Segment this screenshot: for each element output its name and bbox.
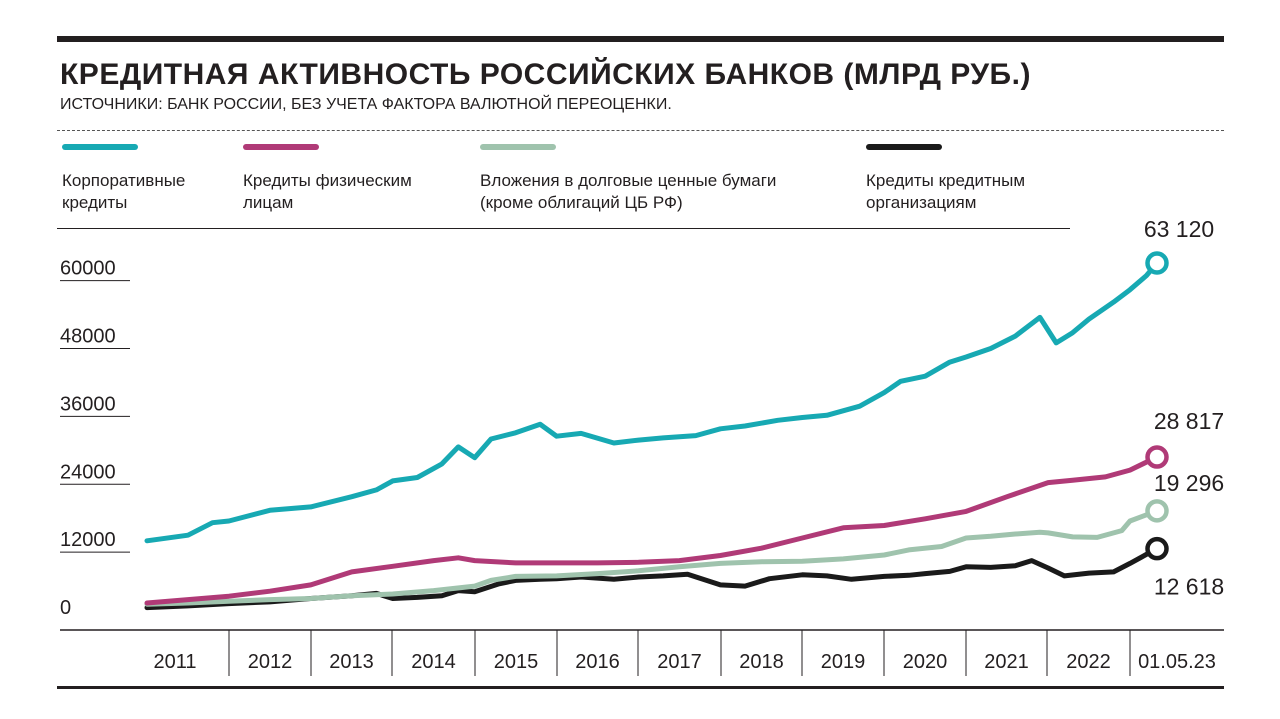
x-tick-label: 2022 <box>1066 651 1111 673</box>
chart-title: КРЕДИТНАЯ АКТИВНОСТЬ РОССИЙСКИХ БАНКОВ (… <box>60 58 1031 91</box>
legend-item-interbank: Кредиты кредитным организациям <box>866 144 1025 214</box>
x-tick-label: 2019 <box>821 651 866 673</box>
series-end-label: 63 120 <box>1144 216 1214 242</box>
x-tick-label: 2018 <box>739 651 784 673</box>
legend-swatch-individuals <box>243 144 319 150</box>
header-divider <box>57 130 1224 131</box>
legend-label-individuals: Кредиты физическим лицам <box>243 171 412 212</box>
legend-rule <box>57 228 1070 229</box>
legend-item-securities: Вложения в долговые ценные бумаги (кроме… <box>480 144 776 214</box>
x-tick-label: 2017 <box>657 651 702 673</box>
series-end-marker <box>1145 536 1169 561</box>
legend-item-corporate: Корпоративные кредиты <box>62 144 185 214</box>
x-tick-label: 2020 <box>903 651 948 673</box>
legend-label-securities: Вложения в долговые ценные бумаги (кроме… <box>480 171 777 212</box>
bottom-rule <box>57 686 1224 689</box>
series-end-marker <box>1145 499 1169 523</box>
chart-subtitle: ИСТОЧНИКИ: БАНК РОССИИ, БЕЗ УЧЕТА ФАКТОР… <box>60 96 672 113</box>
x-tick-label: 2014 <box>411 651 456 673</box>
x-tick-label: 2016 <box>575 651 620 673</box>
series-end-label: 19 296 <box>1154 470 1224 496</box>
y-tick-label: 48000 <box>60 326 116 348</box>
legend-swatch-securities <box>480 144 556 150</box>
legend-label-corporate: Корпоративные кредиты <box>62 171 186 212</box>
y-tick-label: 0 <box>60 597 71 619</box>
series-end-label: 28 817 <box>1154 408 1224 434</box>
x-tick-label: 2011 <box>153 651 196 673</box>
x-tick-label: 2021 <box>984 651 1029 673</box>
x-tick-label: 2013 <box>329 651 374 673</box>
series-end-marker <box>1145 251 1169 275</box>
y-tick-label: 36000 <box>60 393 116 415</box>
legend-swatch-interbank <box>866 144 942 150</box>
legend-item-individuals: Кредиты физическим лицам <box>243 144 412 214</box>
series-line <box>144 508 1160 607</box>
series-end-marker <box>1145 445 1169 469</box>
x-tick-label: 2012 <box>248 651 293 673</box>
series-end-label: 12 618 <box>1154 574 1224 600</box>
y-tick-label: 12000 <box>60 529 116 551</box>
legend-swatch-corporate <box>62 144 138 150</box>
series-line <box>144 454 1160 606</box>
series-line <box>144 260 1160 544</box>
x-tick-label: 01.05.23 <box>1138 651 1216 673</box>
series-line <box>144 546 1160 611</box>
y-tick-label: 24000 <box>60 461 116 483</box>
y-tick-label: 60000 <box>60 258 116 280</box>
top-rule <box>57 36 1224 42</box>
x-tick-label: 2015 <box>494 651 539 673</box>
legend-label-interbank: Кредиты кредитным организациям <box>866 171 1026 212</box>
